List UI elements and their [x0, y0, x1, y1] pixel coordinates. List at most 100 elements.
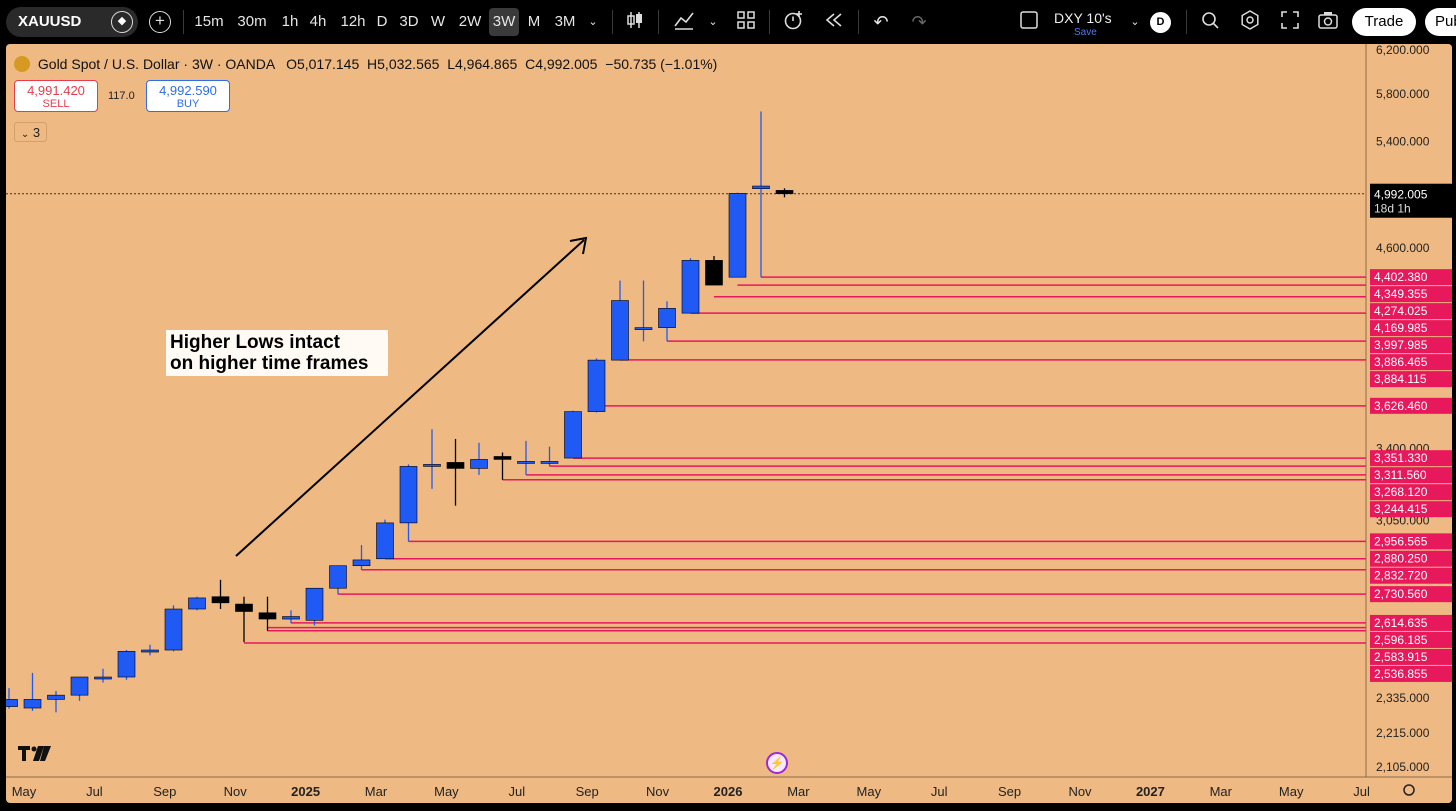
candle-body[interactable] [493, 456, 512, 460]
annotation-line-1: Higher Lows intact [170, 332, 340, 353]
buy-button[interactable]: 4,992.590 BUY [146, 80, 230, 112]
toolbar-divider [858, 10, 859, 34]
trend-arrow-head-icon [569, 236, 588, 255]
compare-symbol-plus-icon[interactable]: + [149, 11, 171, 33]
candle-body[interactable] [399, 466, 418, 524]
price-axis-background[interactable] [1366, 44, 1452, 803]
candle-body[interactable] [564, 411, 582, 459]
timeframe-3m[interactable]: 3M [554, 13, 576, 30]
candle-body[interactable] [752, 185, 770, 189]
timeframe-2w[interactable]: 2W [458, 13, 482, 30]
sell-button[interactable]: 4,991.420 SELL [14, 80, 98, 112]
timeframe-15m[interactable]: 15m [194, 13, 224, 30]
layout-name[interactable]: DXY 10's [1054, 10, 1112, 26]
timeframe-4h[interactable]: 4h [309, 13, 327, 30]
level-price-label-bg [1370, 450, 1452, 467]
candle-body[interactable] [423, 464, 441, 467]
timeframe-3d[interactable]: 3D [399, 13, 419, 30]
timeframe-d[interactable]: D [376, 13, 388, 30]
candle-body[interactable] [117, 651, 136, 678]
trade-button[interactable]: Trade [1352, 8, 1416, 36]
redo-icon[interactable]: ↷ [911, 12, 927, 32]
level-price-label-bg [1370, 286, 1452, 303]
candles-chart-type-icon[interactable] [624, 8, 646, 36]
timeframe-3w[interactable]: 3W [489, 8, 519, 36]
legend-open: O5,017.145 [286, 56, 360, 72]
trend-arrow-line[interactable] [235, 239, 585, 557]
avatar[interactable]: D [1150, 12, 1171, 33]
candle-body[interactable] [376, 522, 394, 560]
candle-body[interactable] [23, 699, 42, 709]
candle-body[interactable] [681, 260, 700, 314]
replay-rewind-icon[interactable] [822, 8, 846, 36]
layout-chevron-down-icon[interactable]: ⌄ [1130, 16, 1140, 28]
indicators-icon[interactable] [672, 8, 696, 36]
candle-body[interactable] [211, 596, 230, 604]
candle-body[interactable] [47, 694, 65, 700]
level-price-label: 2,536.855 [1374, 667, 1428, 681]
candle-body[interactable] [305, 587, 324, 621]
layout-checkbox-icon[interactable] [1018, 8, 1040, 36]
current-price-label-bg [1370, 183, 1452, 218]
annotation-text-box[interactable]: Higher Lows intact on higher time frames [166, 330, 388, 376]
candlestick-chart[interactable]: 6,200.0005,800.0005,400.0004,600.0003,40… [6, 44, 1452, 803]
candle-body[interactable] [6, 699, 18, 707]
timeframe-12h[interactable]: 12h [340, 13, 366, 30]
layout-grid-icon[interactable] [734, 8, 758, 36]
undo-icon[interactable]: ↶ [873, 12, 889, 32]
indicators-chevron-down-icon[interactable]: ⌄ [708, 16, 718, 28]
candle-body[interactable] [446, 462, 465, 469]
level-price-label-bg [1370, 648, 1452, 665]
candle-body[interactable] [141, 649, 159, 653]
settings-gear-icon[interactable] [1238, 8, 1262, 36]
level-price-label-bg [1370, 371, 1452, 388]
level-price-label: 2,614.635 [1374, 616, 1428, 630]
candle-body[interactable] [329, 565, 347, 589]
candle-body[interactable] [540, 461, 559, 464]
candle-body[interactable] [705, 260, 723, 286]
candle-body[interactable] [587, 359, 606, 412]
gem-icon[interactable]: ◆ [111, 11, 133, 33]
timeframe-chevron-down-icon[interactable]: ⌄ [588, 16, 598, 28]
candle-body[interactable] [728, 193, 747, 278]
publish-button[interactable]: Pub [1425, 8, 1456, 36]
layout-save-label[interactable]: Save [1074, 27, 1097, 38]
fullscreen-icon[interactable] [1278, 8, 1302, 36]
level-price-label: 2,832.720 [1374, 569, 1428, 583]
time-tick-label: Sep [998, 784, 1021, 799]
candle-body[interactable] [235, 603, 253, 612]
time-tick-label: 2025 [291, 784, 320, 799]
candle-body[interactable] [282, 616, 300, 620]
candle-body[interactable] [658, 308, 676, 328]
candle-body[interactable] [634, 327, 653, 330]
indicators-collapse-button[interactable]: ⌄ 3 [14, 122, 47, 142]
candle-body[interactable] [470, 459, 488, 469]
timeframe-m[interactable]: M [527, 13, 541, 30]
chart-area[interactable]: 6,200.000 5,800.000 5,400.000 4,600.000 3,40… [6, 44, 1452, 803]
price-tick-label: 5,800.000 [1376, 87, 1430, 101]
time-tick-label: Sep [153, 784, 176, 799]
axis-settings-gear-icon[interactable] [1403, 784, 1415, 796]
timeframe-w[interactable]: W [430, 13, 446, 30]
timeframe-1h[interactable]: 1h [281, 13, 299, 30]
quick-search-icon[interactable] [1198, 8, 1222, 36]
candle-body[interactable] [775, 190, 794, 195]
alert-clock-icon[interactable] [782, 8, 806, 36]
candle-body[interactable] [70, 676, 89, 696]
candle-body[interactable] [188, 597, 206, 610]
spread-value: 117.0 [108, 90, 135, 102]
symbol-search-button[interactable]: XAUUSD ◆ [6, 7, 138, 37]
candle-body[interactable] [611, 300, 629, 361]
price-tick-label: 2,105.000 [1376, 760, 1430, 774]
candle-body[interactable] [352, 559, 371, 567]
lightning-bolt-icon[interactable]: ⚡ [766, 752, 788, 774]
candle-body[interactable] [258, 612, 277, 620]
timeframe-30m[interactable]: 30m [237, 13, 267, 30]
toolbar-divider [612, 10, 613, 34]
legend-low: L4,964.865 [447, 56, 518, 72]
candle-body[interactable] [164, 608, 183, 651]
camera-snapshot-icon[interactable] [1316, 8, 1340, 36]
candle-body[interactable] [517, 461, 535, 464]
candle-body[interactable] [94, 676, 112, 680]
buy-price: 4,992.590 [159, 83, 217, 98]
